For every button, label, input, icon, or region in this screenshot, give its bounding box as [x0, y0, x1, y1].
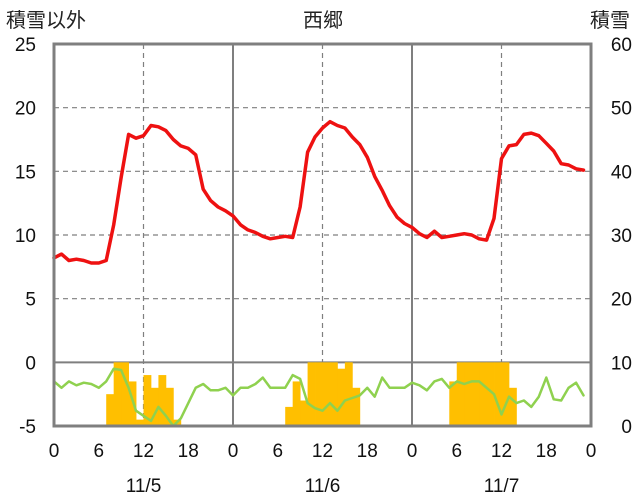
- snow-bar: [322, 362, 331, 426]
- left-axis-label: 積雪以外: [6, 8, 86, 32]
- x-tick-label: 0: [228, 441, 239, 462]
- x-tick-label: 12: [312, 441, 333, 462]
- y-left-tick-label: -5: [19, 417, 36, 438]
- x-tick-label: 18: [536, 441, 557, 462]
- x-tick-label: 0: [407, 441, 418, 462]
- snow-bar: [352, 387, 361, 426]
- date-label: 11/7: [484, 476, 520, 497]
- x-tick-label: 6: [93, 441, 104, 462]
- y-right-tick-label: 40: [611, 162, 632, 183]
- snow-bar: [329, 362, 338, 426]
- x-tick-label: 6: [272, 441, 283, 462]
- snow-bar: [136, 419, 144, 426]
- y-left-tick-label: 5: [25, 290, 36, 311]
- snow-bar: [121, 362, 129, 426]
- snow-bar: [494, 362, 502, 426]
- y-left-tick-label: 0: [25, 353, 36, 374]
- snow-bar: [113, 362, 122, 426]
- snow-bar: [165, 387, 174, 426]
- snow-bar: [344, 362, 353, 426]
- bar-layer: [106, 362, 517, 426]
- snow-bar: [292, 381, 301, 426]
- x-tick-label: 6: [451, 441, 462, 462]
- snow-bar: [337, 368, 346, 426]
- y-right-tick-label: 0: [621, 417, 632, 438]
- y-left-tick-label: 10: [15, 226, 36, 247]
- snow-bar: [143, 375, 152, 426]
- snow-bar: [150, 387, 159, 426]
- chart-title: 西郷: [303, 8, 343, 32]
- snow-bar: [285, 406, 294, 426]
- y-left-tick-label: 20: [15, 99, 36, 120]
- y-left-tick-label: 25: [15, 35, 36, 56]
- frame-layer: [52, 42, 593, 428]
- y-right-tick-label: 50: [611, 99, 632, 120]
- x-tick-label: 12: [491, 441, 512, 462]
- snow-bar: [508, 387, 517, 426]
- y-right-tick-label: 20: [611, 290, 632, 311]
- x-tick-label: 0: [49, 441, 60, 462]
- snow-bar: [300, 400, 308, 426]
- snow-bar: [471, 362, 480, 426]
- date-label: 11/5: [126, 476, 162, 497]
- y-right-tick-label: 30: [611, 226, 632, 247]
- snow-bar: [501, 362, 510, 426]
- x-tick-label: 12: [133, 441, 154, 462]
- x-tick-label: 0: [586, 441, 597, 462]
- snow-bar: [456, 362, 465, 426]
- y-left-tick-label: 15: [15, 162, 36, 183]
- tick-layer: -5 0 5 10 15 20 25 0 10 20 30 40 50 60 0 6 12 18 0 6 12 18 0 6 1…: [15, 35, 632, 497]
- lower-line: [52, 367, 585, 428]
- snow-bar: [307, 362, 316, 426]
- y-right-tick-label: 60: [611, 35, 632, 56]
- date-label: 11/6: [305, 476, 341, 497]
- x-tick-label: 18: [357, 441, 378, 462]
- plot-frame: [52, 42, 593, 428]
- line-layer: [52, 119, 586, 428]
- right-axis-label: 積雪: [590, 8, 630, 32]
- y-right-tick-label: 10: [611, 353, 632, 374]
- temperature-line: [52, 119, 586, 265]
- snow-bar: [464, 362, 473, 426]
- snow-bar: [315, 362, 323, 426]
- snow-bar: [479, 362, 487, 426]
- snow-bar: [486, 362, 495, 426]
- snow-bar: [158, 375, 167, 426]
- x-tick-label: 18: [178, 441, 199, 462]
- snow-bar: [106, 394, 115, 426]
- snow-bar: [449, 381, 458, 426]
